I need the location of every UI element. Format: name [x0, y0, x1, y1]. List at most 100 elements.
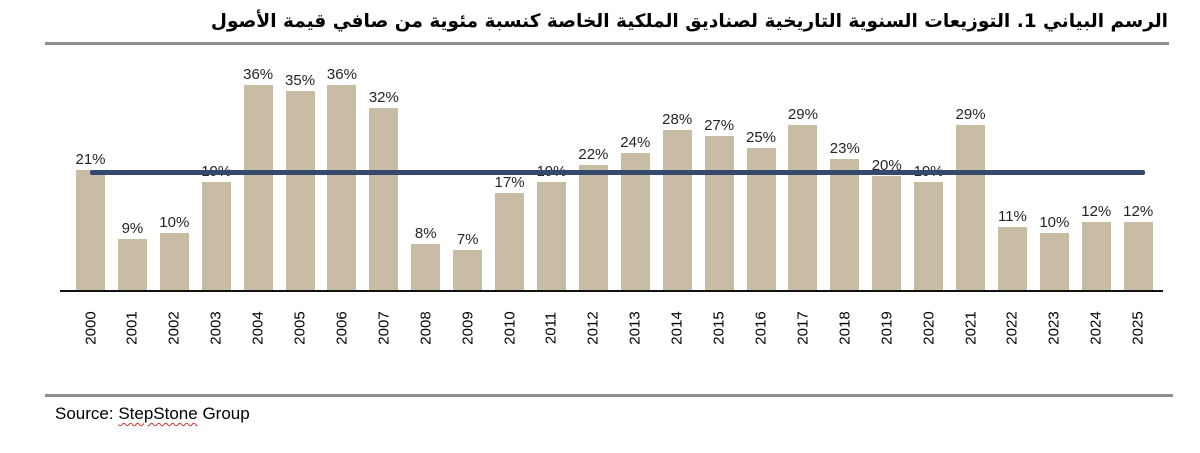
bar-2000: [76, 170, 105, 290]
bar-value-label-2008: 8%: [414, 225, 437, 243]
x-axis-label-cell-2018: 2018: [830, 297, 859, 359]
x-axis-label-cell-2022: 2022: [998, 297, 1027, 359]
bar-value-label-2005: 35%: [285, 71, 316, 89]
bar-2007: [369, 107, 399, 290]
bar-2010: [495, 193, 525, 290]
chart-title: الرسم البياني 1. التوزيعات السنوية التار…: [210, 11, 1168, 32]
x-axis-label-cell-2008: 2008: [411, 297, 440, 359]
bar-value-label-2018: 23%: [829, 139, 860, 157]
bar-value-label-2004: 36%: [243, 65, 274, 83]
bar-slot-2005: 35%: [285, 71, 316, 290]
bar-value-label-2001: 9%: [121, 219, 144, 237]
bar-value-label-2009: 7%: [456, 231, 479, 249]
bar-slot-2015: 27%: [704, 117, 735, 290]
bar-2013: [620, 153, 650, 290]
bar-2024: [1081, 221, 1111, 290]
x-axis-label-2011: 2011: [542, 311, 560, 345]
x-axis-label-cell-2010: 2010: [495, 297, 524, 359]
x-axis-label-cell-2000: 2000: [76, 297, 105, 359]
x-axis-label-2024: 2024: [1087, 311, 1105, 345]
bar-value-label-2007: 32%: [368, 88, 399, 106]
x-axis-label-2005: 2005: [291, 311, 309, 345]
bar-value-label-2010: 17%: [494, 174, 525, 192]
x-axis-label-2016: 2016: [752, 311, 770, 345]
x-axis-label-2004: 2004: [249, 311, 267, 345]
bar-slot-2024: 12%: [1081, 202, 1112, 290]
bar-2020: [914, 181, 944, 290]
x-axis-label-2003: 2003: [207, 311, 225, 345]
x-axis-label-cell-2025: 2025: [1124, 297, 1153, 359]
bar-value-label-2000: 21%: [75, 151, 106, 169]
source-org: StepStone: [118, 404, 198, 423]
bar-value-label-2013: 24%: [620, 134, 651, 152]
bar-value-label-2015: 27%: [704, 117, 735, 135]
bar-value-label-2021: 29%: [955, 105, 986, 123]
bar-chart: 21% 9% 10% 19% 36% 35% 36% 32% 8% 7% 17% 19% 22% 24% 2…: [60, 62, 1163, 292]
bar-2018: [830, 158, 860, 290]
bar-slot-2008: 8%: [411, 225, 441, 290]
bar-2004: [243, 84, 273, 290]
x-axis-label-2023: 2023: [1045, 311, 1063, 345]
x-axis-label-cell-2012: 2012: [579, 297, 608, 359]
x-axis-label-cell-2001: 2001: [118, 297, 147, 359]
x-axis-label-cell-2023: 2023: [1040, 297, 1069, 359]
x-axis-labels: 2000 2001 2002 2003 2004 2005 2006 2007 2008 2009…: [60, 297, 1163, 359]
bar-slot-2007: 32%: [368, 88, 399, 290]
bar-slot-2012: 22%: [578, 147, 608, 290]
x-axis-label-2019: 2019: [878, 311, 896, 345]
bar-value-label-2025: 12%: [1123, 202, 1154, 220]
bar-slot-2006: 36%: [326, 65, 357, 290]
bar-2017: [788, 124, 818, 290]
source-org-suffix: Group: [197, 404, 250, 423]
x-axis-label-2021: 2021: [962, 311, 980, 345]
bar-value-label-2006: 36%: [326, 65, 357, 83]
bar-2019: [872, 176, 902, 290]
bar-slot-2013: 24%: [620, 134, 651, 290]
x-axis-label-2007: 2007: [375, 311, 393, 345]
x-axis-label-2025: 2025: [1129, 311, 1147, 345]
source-note: Source: StepStone Group: [55, 404, 250, 424]
x-axis-label-2008: 2008: [417, 311, 435, 345]
x-axis-label-cell-2019: 2019: [872, 297, 901, 359]
x-axis-label-cell-2016: 2016: [747, 297, 776, 359]
x-axis-label-2009: 2009: [459, 311, 477, 345]
bar-2005: [285, 90, 315, 290]
bar-2006: [327, 84, 357, 290]
footer-divider: [45, 394, 1173, 397]
x-axis-label-cell-2014: 2014: [663, 297, 692, 359]
x-axis-label-cell-2024: 2024: [1082, 297, 1111, 359]
bar-2022: [997, 227, 1027, 290]
bar-slot-2021: 29%: [955, 105, 986, 290]
x-axis-label-cell-2015: 2015: [705, 297, 734, 359]
bar-slot-2016: 25%: [746, 130, 776, 290]
bar-2012: [578, 164, 608, 290]
x-axis-label-2017: 2017: [794, 311, 812, 345]
x-axis-label-2018: 2018: [836, 311, 854, 345]
bar-slot-2022: 11%: [997, 209, 1027, 290]
bars-container: 21% 9% 10% 19% 36% 35% 36% 32% 8% 7% 17% 19% 22% 24% 2…: [60, 62, 1163, 290]
bar-value-label-2002: 10%: [159, 214, 190, 231]
bar-slot-2010: 17%: [494, 174, 525, 290]
bar-slot-2004: 36%: [243, 65, 274, 290]
x-axis-label-cell-2013: 2013: [621, 297, 650, 359]
x-axis-label-cell-2004: 2004: [244, 297, 273, 359]
bar-2011: [536, 181, 566, 290]
bar-2025: [1123, 221, 1153, 290]
bar-slot-2025: 12%: [1123, 202, 1154, 290]
x-axis-label-cell-2017: 2017: [788, 297, 817, 359]
bar-value-label-2017: 29%: [787, 105, 818, 123]
bar-2003: [201, 181, 231, 290]
x-axis-label-cell-2011: 2011: [537, 297, 566, 359]
x-axis-label-cell-2007: 2007: [369, 297, 398, 359]
x-axis-label-2022: 2022: [1003, 311, 1021, 345]
bar-slot-2003: 19%: [201, 164, 231, 290]
bar-2016: [746, 147, 776, 290]
bar-value-label-2024: 12%: [1081, 202, 1112, 220]
bar-2009: [453, 250, 483, 290]
bar-2014: [662, 130, 692, 290]
x-axis-label-2013: 2013: [626, 311, 644, 345]
bar-slot-2009: 7%: [453, 231, 483, 290]
x-axis-label-2002: 2002: [165, 311, 183, 345]
bar-2002: [159, 233, 189, 290]
x-axis-label-2000: 2000: [82, 311, 99, 345]
